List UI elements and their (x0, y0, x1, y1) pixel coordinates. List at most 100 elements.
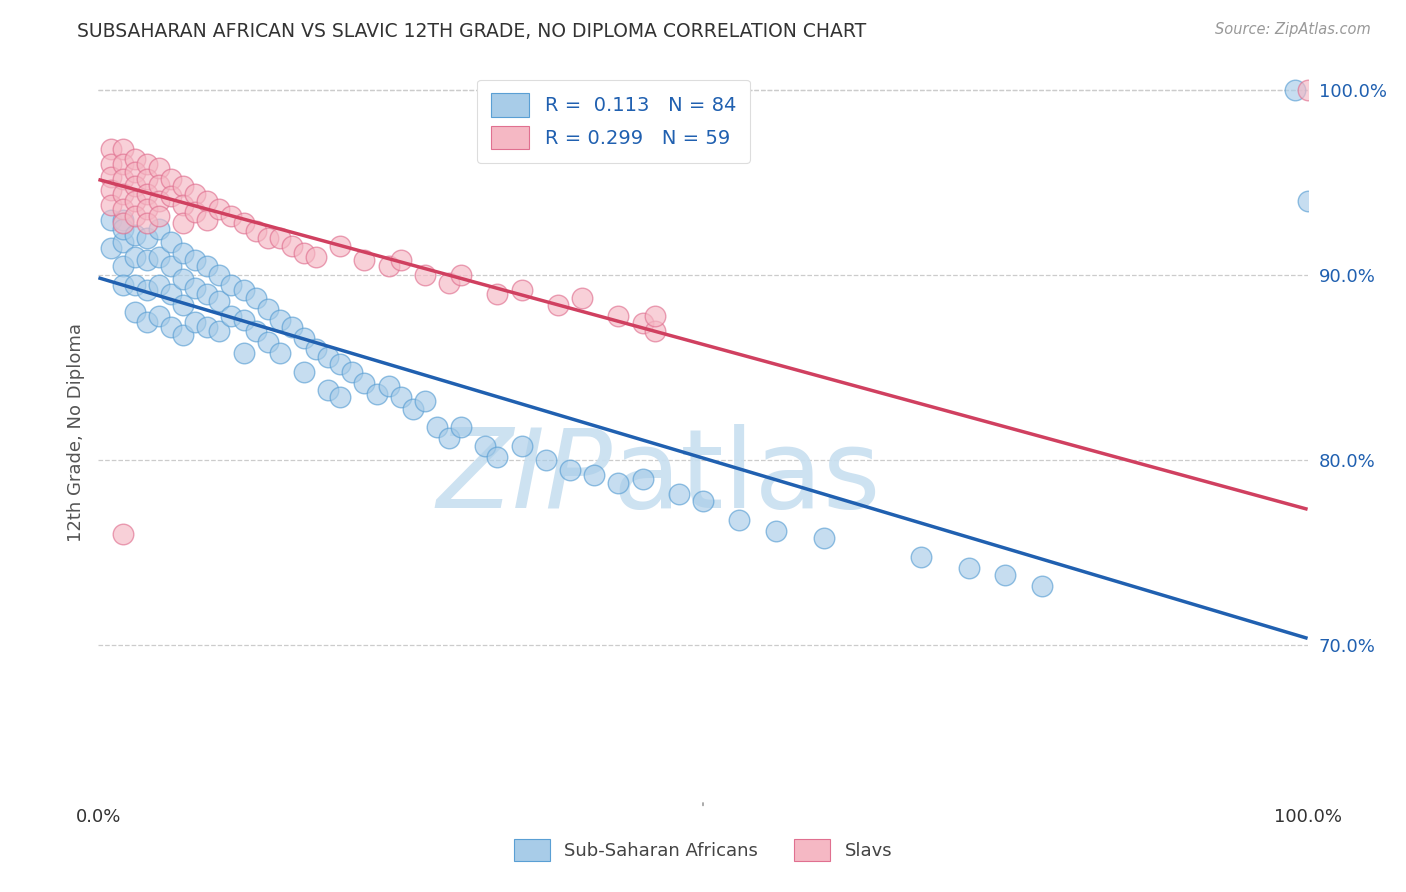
Point (413, 394, 436, 409)
Point (292, 365, 315, 379)
Point (135, 315, 157, 329)
Point (111, 217, 134, 231)
Point (124, 209, 146, 223)
Point (124, 194, 146, 209)
Point (195, 286, 218, 301)
Point (377, 379, 399, 393)
Point (221, 309, 243, 323)
Text: SUBSAHARAN AFRICAN VS SLAVIC 12TH GRADE, NO DIPLOMA CORRELATION CHART: SUBSAHARAN AFRICAN VS SLAVIC 12TH GRADE,… (77, 22, 866, 41)
Point (195, 212, 218, 227)
Point (111, 527, 134, 541)
Point (316, 383, 339, 397)
Point (256, 301, 278, 316)
Point (160, 188, 183, 202)
Point (450, 268, 472, 283)
Point (172, 327, 194, 342)
Point (316, 350, 339, 364)
Point (172, 217, 194, 231)
Point (232, 217, 254, 231)
Point (160, 320, 183, 334)
Point (292, 331, 315, 345)
Point (329, 357, 352, 371)
Point (305, 343, 328, 357)
Point (100, 183, 122, 197)
Point (148, 161, 170, 175)
Point (148, 309, 170, 323)
Point (510, 439, 533, 453)
Point (389, 391, 412, 405)
Point (1296, 194, 1319, 209)
Point (269, 231, 291, 245)
Point (135, 186, 157, 201)
Point (910, 549, 932, 564)
Point (160, 286, 183, 301)
Point (208, 268, 231, 283)
Point (232, 283, 254, 297)
Point (377, 259, 399, 273)
Point (245, 224, 267, 238)
Point (571, 291, 593, 305)
Point (100, 170, 122, 185)
Point (124, 227, 146, 242)
Y-axis label: 12th Grade, No Diploma: 12th Grade, No Diploma (66, 323, 84, 542)
Point (692, 494, 714, 508)
Point (148, 277, 170, 292)
Point (208, 202, 231, 216)
Point (124, 277, 146, 292)
Point (957, 560, 980, 574)
Point (172, 179, 194, 194)
Point (583, 468, 606, 483)
Point (269, 346, 291, 360)
Point (1284, 83, 1306, 97)
Point (510, 283, 533, 297)
Point (160, 235, 183, 249)
Point (668, 486, 690, 500)
Point (148, 194, 170, 209)
Point (558, 462, 581, 476)
Point (160, 172, 183, 186)
Point (172, 298, 194, 312)
Point (148, 222, 170, 236)
Point (366, 386, 388, 401)
Point (644, 324, 666, 338)
Point (111, 259, 134, 273)
Point (208, 324, 231, 338)
Point (547, 298, 569, 312)
Point (124, 179, 146, 194)
Point (813, 531, 835, 545)
Point (148, 209, 170, 223)
Point (644, 309, 666, 323)
Point (221, 209, 243, 223)
Point (184, 315, 207, 329)
Point (100, 198, 122, 212)
Point (208, 294, 231, 309)
Point (305, 250, 328, 264)
Point (486, 450, 509, 464)
Point (124, 152, 146, 166)
Point (111, 235, 134, 249)
Point (437, 276, 460, 290)
Point (100, 212, 122, 227)
Point (111, 277, 134, 292)
Point (281, 238, 304, 252)
Point (124, 305, 146, 319)
Point (486, 286, 509, 301)
Point (269, 312, 291, 326)
Text: ZIP: ZIP (436, 424, 613, 531)
Point (221, 277, 243, 292)
Point (281, 320, 304, 334)
Point (172, 198, 194, 212)
Point (111, 157, 134, 171)
Text: Source: ZipAtlas.com: Source: ZipAtlas.com (1215, 22, 1371, 37)
Point (329, 391, 352, 405)
Point (232, 346, 254, 360)
Point (342, 365, 364, 379)
Point (389, 253, 412, 268)
Point (135, 231, 157, 245)
Point (256, 334, 278, 349)
Point (195, 259, 218, 273)
Point (607, 309, 630, 323)
Point (148, 178, 170, 192)
Point (765, 524, 787, 538)
Point (135, 202, 157, 216)
